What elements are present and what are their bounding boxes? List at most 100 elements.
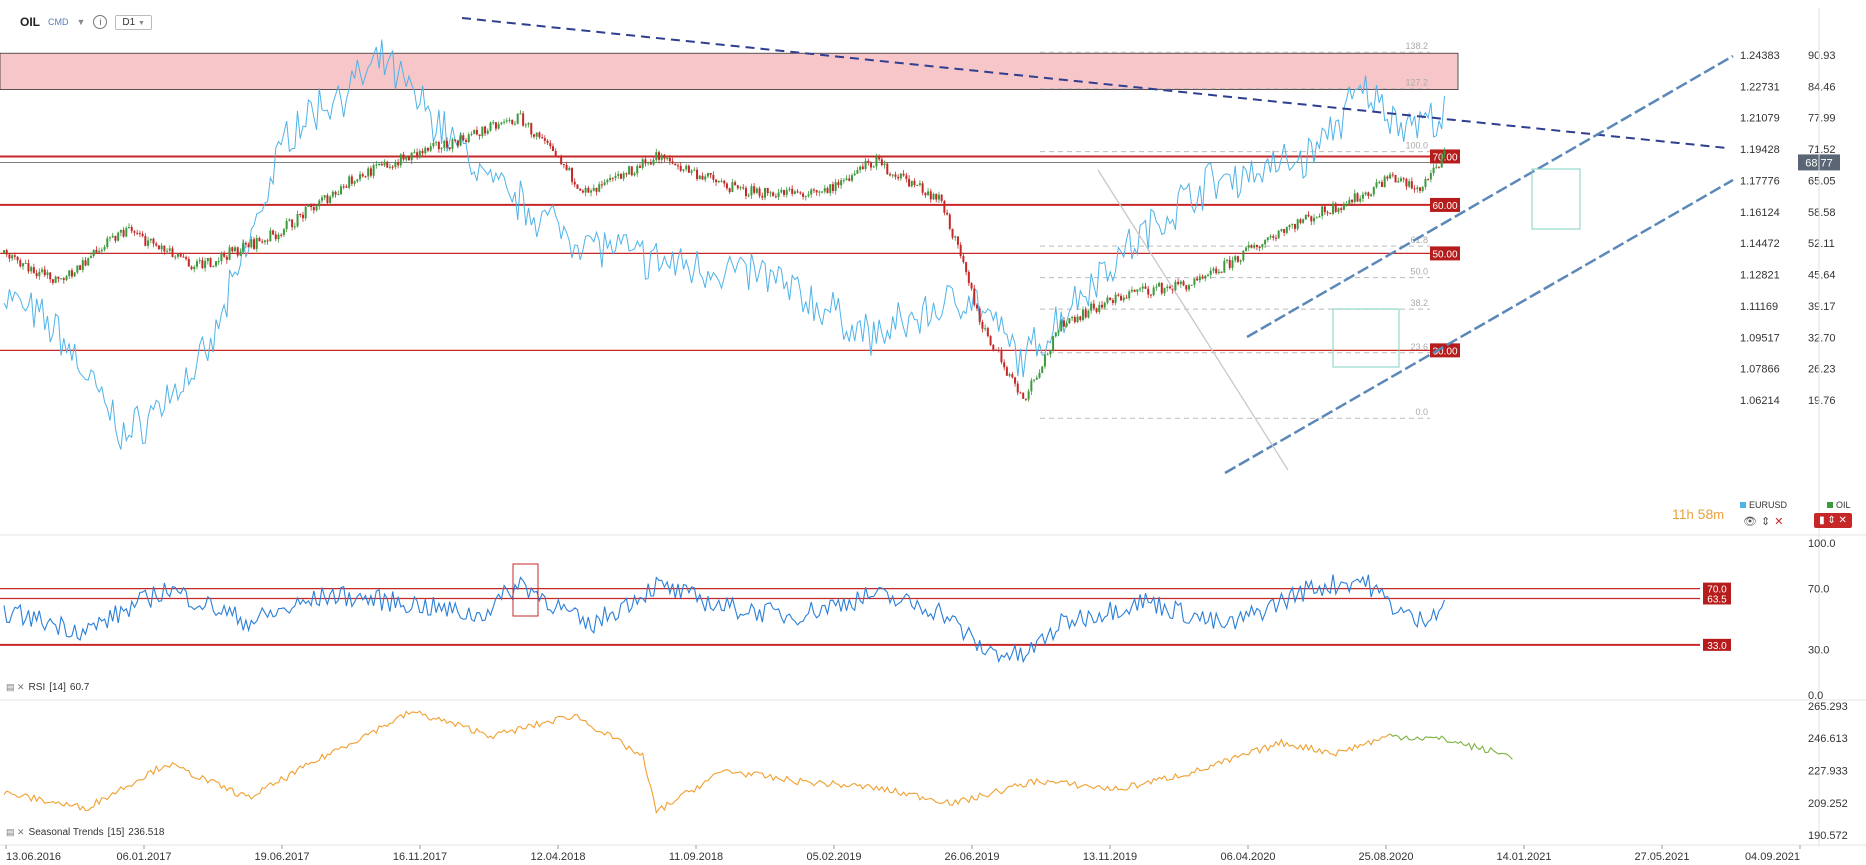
oil-candle-body (592, 187, 595, 191)
series-color-swatch (1740, 502, 1746, 508)
oil-candle-body (995, 349, 998, 351)
oil-candle-body (1372, 187, 1375, 195)
oil-candle-body (807, 194, 810, 197)
seasonal-axis-tick-label: 209.252 (1808, 798, 1848, 810)
oil-candle-body (641, 159, 644, 168)
oil-candle-body (24, 263, 27, 265)
oil-candle-body (1321, 206, 1324, 217)
oil-candle-body (698, 175, 701, 179)
oil-candle-body (147, 240, 150, 246)
oil-candle-body (772, 192, 775, 197)
indicator-settings-icon[interactable]: ▤ ✕ (6, 682, 25, 692)
oil-candle-body (201, 260, 204, 268)
oil-candle-body (1114, 294, 1117, 303)
seasonal-label[interactable]: ▤ ✕ Seasonal Trends [15] 236.518 (6, 827, 164, 838)
eurusd-axis-tick-label: 1.17776 (1740, 175, 1780, 187)
oil-candle-body (1125, 297, 1128, 299)
oil-candle-body (1217, 271, 1220, 274)
oil-candle-body (1011, 374, 1014, 378)
oil-candle-body (571, 167, 574, 182)
oil-candle-body (258, 238, 261, 242)
oil-candle-body (1269, 236, 1272, 238)
oil-candle-body (1264, 240, 1267, 245)
oil-candle-body (886, 163, 889, 175)
rsi-axis-tick-label: 30.0 (1808, 644, 1829, 656)
oil-candle-body (1416, 187, 1419, 190)
oil-candle-body (791, 188, 794, 194)
oil-candle-body (315, 206, 318, 211)
close-icon[interactable]: ✕ (1774, 516, 1784, 528)
oil-candle-body (1163, 288, 1166, 294)
oil-axis-tick-label: 26.23 (1808, 364, 1836, 376)
oil-candle-body (810, 189, 813, 195)
legend-oil[interactable]: OIL (1827, 500, 1851, 510)
seasonal-forecast-line (1389, 733, 1513, 760)
oil-candle-body (320, 197, 323, 201)
rsi-level-badge-label: 33.0 (1707, 641, 1727, 652)
oil-candle-body (1073, 316, 1076, 323)
oil-candle-body (1307, 214, 1310, 217)
timeframe-value: D1 (122, 16, 136, 28)
timeframe-select[interactable]: D1 ▼ (115, 14, 152, 30)
oil-candle-body (1201, 276, 1204, 279)
chevron-down-icon[interactable]: ▼ (76, 17, 86, 27)
x-axis-tick-label: 04.09.2021 (1745, 851, 1800, 863)
oil-candle-body (728, 188, 731, 193)
oil-candle-body (677, 165, 680, 167)
oil-candle-body (1152, 287, 1155, 296)
oil-candle-body (1408, 181, 1411, 187)
oil-candle-body (492, 122, 495, 124)
oil-candle-body (802, 193, 805, 197)
oil-candle-body (780, 190, 783, 193)
oil-candle-body (1299, 219, 1302, 223)
oil-candle-body (1003, 362, 1006, 368)
info-icon[interactable]: i (93, 15, 108, 29)
rsi-label[interactable]: ▤ ✕ RSI [14] 60.7 (6, 682, 89, 693)
oil-candle-body (106, 238, 109, 248)
oil-candle-body (910, 180, 913, 187)
oil-candle-body (345, 186, 348, 188)
eye-icon[interactable]: 👁 (1743, 516, 1757, 528)
reorder-icon[interactable]: ⇕ (1760, 516, 1771, 528)
oil-candle-body (918, 183, 921, 185)
oil-candle-body (935, 193, 938, 200)
oil-candle-body (894, 174, 897, 177)
indicator-settings-icon[interactable]: ▤ ✕ (6, 827, 25, 837)
oil-candle-body (348, 176, 351, 188)
oil-candle-body (1149, 294, 1152, 296)
oil-candle-body (30, 267, 33, 272)
oil-candle-body (337, 194, 340, 196)
oil-candle-body (655, 152, 658, 160)
oil-candle-body (978, 308, 981, 322)
oil-candle-body (1223, 260, 1226, 273)
oil-candle-body (1239, 260, 1242, 262)
oil-candle-body (198, 260, 201, 262)
oil-candle-body (793, 191, 796, 194)
oil-series-controls[interactable]: ▮ ⇕ ✕ (1814, 513, 1852, 528)
oil-candle-body (1410, 181, 1413, 189)
oil-candle-body (861, 166, 864, 169)
oil-candle-body (562, 164, 565, 166)
oil-candle-body (1046, 354, 1049, 356)
oil-candle-body (1258, 247, 1261, 249)
oil-candle-body (22, 263, 25, 267)
oil-candle-body (73, 272, 76, 277)
x-axis-tick-label: 12.04.2018 (530, 851, 585, 863)
oil-candle-body (783, 190, 786, 195)
oil-candle-body (929, 191, 932, 200)
oil-candle-body (1340, 208, 1343, 210)
oil-candle-body (951, 228, 954, 238)
eurusd-axis-tick-label: 1.06214 (1740, 395, 1780, 407)
oil-candle-body (280, 234, 283, 236)
oil-candle-body (70, 270, 73, 277)
symbol-label[interactable]: OIL (20, 15, 40, 29)
oil-candle-body (1141, 286, 1144, 289)
seasonal-axis-tick-label: 265.293 (1808, 701, 1848, 713)
oil-candle-body (1380, 182, 1383, 187)
legend-eurusd[interactable]: EURUSD (1740, 500, 1787, 510)
oil-candle-body (1041, 366, 1044, 373)
oil-candle-body (356, 179, 359, 182)
eurusd-axis-tick-label: 1.09517 (1740, 332, 1780, 344)
oil-candle-body (804, 196, 807, 198)
oil-candle-body (418, 151, 421, 158)
